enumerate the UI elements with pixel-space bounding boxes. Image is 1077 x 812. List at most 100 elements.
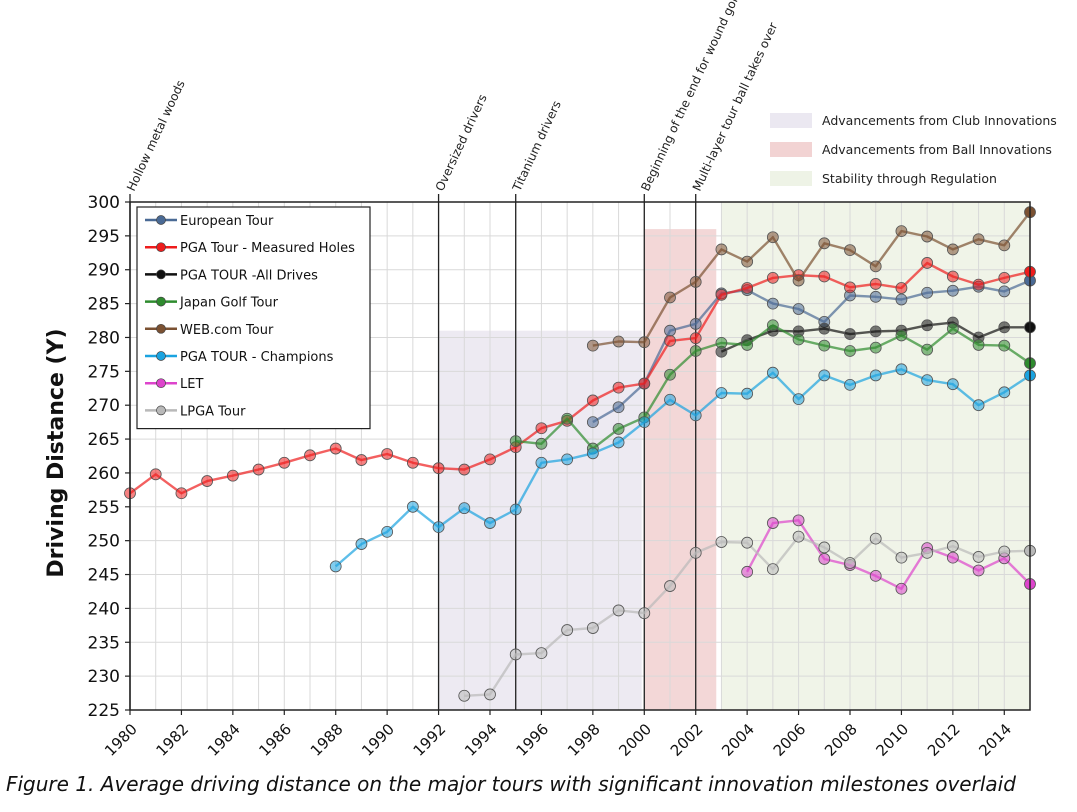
data-point — [689, 546, 702, 559]
data-point — [458, 689, 471, 702]
data-point — [329, 442, 342, 455]
region-legend-swatch — [770, 142, 812, 157]
data-point — [689, 276, 702, 288]
x-tick-label: 2002 — [667, 720, 707, 760]
data-point — [766, 563, 779, 576]
series-3 — [509, 319, 1036, 455]
data-point — [921, 319, 934, 332]
data-point — [921, 286, 934, 299]
data-point — [484, 688, 496, 701]
legend-label: LPGA Tour — [180, 404, 246, 419]
data-point — [689, 409, 702, 422]
series-line — [334, 368, 1031, 568]
y-axis-label: Driving Distance (Y) — [44, 328, 69, 577]
data-point — [818, 369, 831, 382]
data-point — [586, 622, 599, 634]
x-tick-label: 1980 — [101, 720, 141, 760]
data-point — [226, 469, 239, 482]
data-point — [664, 580, 676, 592]
data-point — [612, 436, 625, 449]
data-point — [766, 297, 779, 310]
legend-entry: PGA Tour - Measured Holes — [145, 241, 355, 256]
legend-label: PGA TOUR - Champions — [180, 350, 334, 365]
data-point — [972, 399, 985, 412]
data-point — [972, 564, 985, 577]
data-point — [844, 557, 856, 569]
data-point — [484, 517, 496, 529]
data-point — [818, 339, 831, 352]
data-point — [664, 291, 676, 304]
data-point — [766, 517, 779, 529]
y-tick-label: 235 — [88, 633, 120, 653]
data-point — [149, 468, 162, 481]
y-tick-label: 285 — [88, 295, 120, 315]
data-point — [946, 284, 959, 297]
data-point — [381, 525, 394, 538]
data-point — [998, 339, 1011, 352]
data-point — [921, 546, 934, 559]
data-point — [946, 270, 959, 283]
x-tick-label: 1988 — [307, 720, 347, 760]
data-point — [715, 387, 728, 399]
y-tick-label: 290 — [88, 261, 120, 281]
data-point — [844, 328, 856, 340]
legend-entry: Japan Golf Tour — [145, 296, 279, 311]
data-point — [612, 604, 625, 617]
legend-entry: PGA TOUR - Champions — [145, 350, 334, 365]
y-tick-label: 275 — [88, 362, 120, 382]
data-point — [715, 336, 728, 349]
x-tick-label: 2010 — [873, 720, 913, 760]
data-point — [741, 387, 754, 400]
x-tick-label: 1984 — [204, 720, 244, 760]
y-tick-label: 225 — [88, 701, 120, 721]
y-tick-label: 260 — [88, 464, 120, 484]
data-point — [792, 274, 805, 287]
x-tick-label: 2000 — [615, 720, 655, 760]
data-point — [664, 393, 676, 406]
data-point — [946, 322, 959, 335]
data-point — [638, 377, 651, 390]
legend-entry: PGA TOUR -All Drives — [145, 268, 318, 283]
data-point — [484, 453, 496, 466]
y-tick-label: 245 — [88, 566, 120, 586]
data-point — [844, 378, 856, 391]
data-point — [792, 514, 805, 527]
y-tick-label: 255 — [88, 498, 120, 518]
data-point — [844, 345, 856, 357]
y-tick-label: 230 — [88, 667, 120, 687]
data-point — [741, 255, 754, 268]
region-legend-swatch — [770, 171, 812, 186]
series-legend: European Tour PGA Tour - Measured Holes PG… — [136, 206, 371, 430]
data-point — [586, 394, 599, 407]
milestone-label-2: Oversized drivers — [433, 92, 490, 193]
data-point — [869, 260, 882, 273]
data-point — [895, 551, 908, 564]
data-point — [921, 374, 934, 387]
data-point — [792, 333, 805, 346]
data-series — [124, 206, 1036, 702]
x-tick-label: 2006 — [770, 720, 810, 760]
legend-swatch-marker — [156, 323, 166, 334]
data-point — [869, 369, 882, 382]
data-point — [869, 532, 882, 545]
region-legend-label: Advancements from Club Innovations — [822, 113, 1057, 128]
data-point — [561, 624, 574, 636]
series-5 — [329, 363, 1036, 573]
data-point — [921, 230, 934, 243]
x-tick-label: 2004 — [718, 720, 758, 760]
legend-box — [136, 206, 371, 430]
series-4 — [586, 206, 1036, 352]
x-tick-label: 1990 — [358, 720, 398, 760]
x-tick-label: 1994 — [461, 720, 501, 760]
data-point — [869, 290, 882, 303]
shaded-region-2 — [644, 229, 717, 711]
data-point — [509, 503, 522, 516]
data-point — [998, 321, 1011, 334]
y-tick-label: 280 — [88, 328, 120, 348]
data-point — [638, 607, 651, 620]
data-point — [458, 463, 471, 476]
legend-swatch-marker — [156, 242, 166, 253]
data-point — [792, 303, 805, 315]
data-point — [946, 243, 959, 256]
data-point — [844, 244, 856, 256]
